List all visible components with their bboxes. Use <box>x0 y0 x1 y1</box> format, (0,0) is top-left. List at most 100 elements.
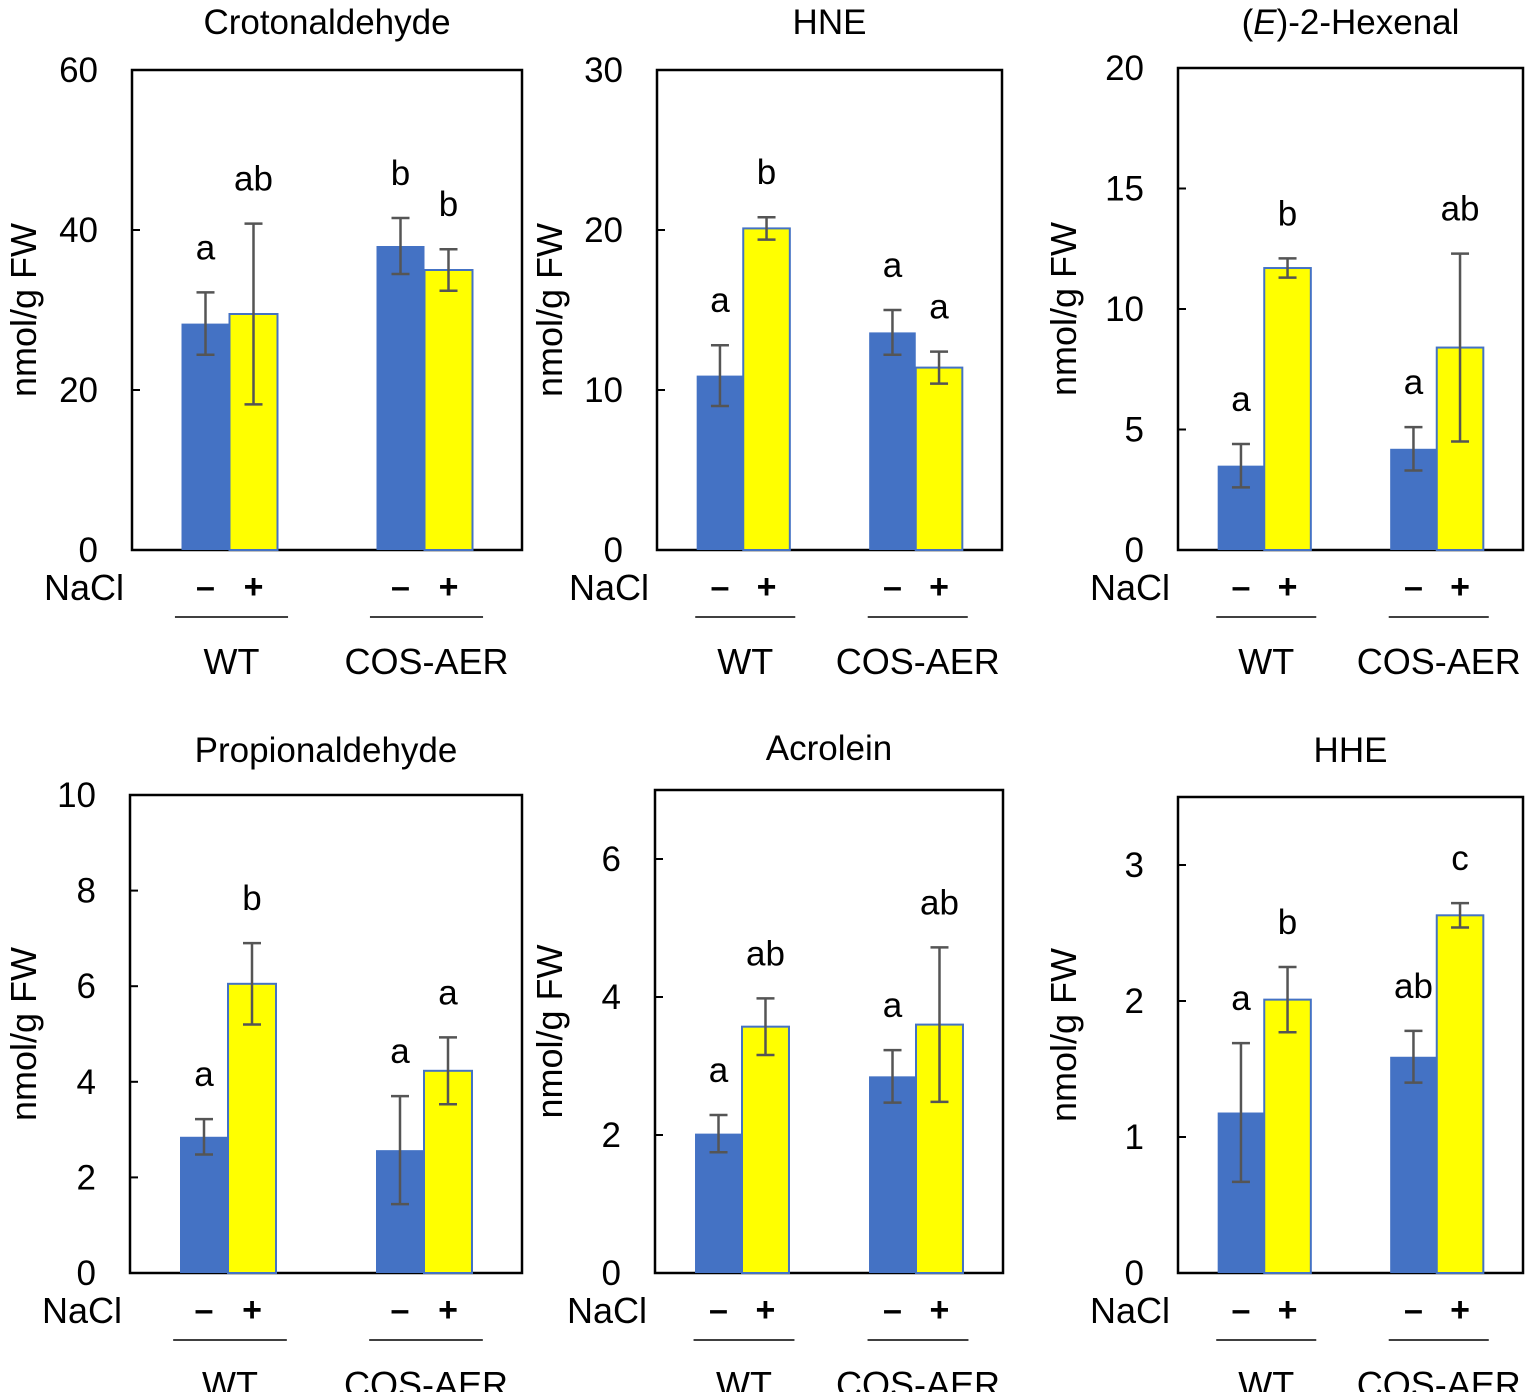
y-tick-label: 10 <box>584 371 623 410</box>
nacl-sign: + <box>438 1291 458 1329</box>
y-axis-label: nmol/g FW <box>529 223 570 397</box>
y-axis-label: nmol/g FW <box>1043 948 1084 1122</box>
significance-letter: a <box>1231 979 1251 1018</box>
nacl-sign: – <box>711 568 730 606</box>
significance-letter: ab <box>1441 190 1480 229</box>
nacl-sign: + <box>756 1291 776 1329</box>
y-tick-label: 40 <box>59 211 98 250</box>
group-label: COS-AER <box>1357 1364 1521 1392</box>
bar-cos-aer-minus <box>376 246 425 550</box>
chart-title: (E)-2-Hexenal <box>1242 3 1460 42</box>
significance-letter: c <box>1451 839 1469 878</box>
significance-letter: a <box>390 1032 410 1071</box>
bar-wt-minus <box>181 323 230 550</box>
significance-letter: b <box>439 185 458 224</box>
y-tick-label: 20 <box>584 211 623 250</box>
y-tick-label: 1 <box>1125 1118 1144 1157</box>
y-tick-label: 0 <box>604 531 623 570</box>
significance-letter: b <box>391 154 410 193</box>
nacl-sign: + <box>242 1291 262 1329</box>
nacl-sign: – <box>195 1291 214 1329</box>
bar-wt-minus <box>180 1136 228 1273</box>
significance-letter: ab <box>234 160 273 199</box>
chart-title: Acrolein <box>766 729 892 768</box>
group-label: WT <box>1238 1364 1294 1392</box>
bar-wt-plus <box>227 982 277 1274</box>
y-tick-label: 3 <box>1125 846 1144 885</box>
plot-frame <box>653 788 1005 1275</box>
group-label: WT <box>202 1364 258 1392</box>
significance-letter: ab <box>1394 967 1433 1006</box>
significance-letter: a <box>1231 380 1251 419</box>
significance-letter: ab <box>920 883 959 922</box>
y-tick-label: 6 <box>77 967 96 1006</box>
y-tick-label: 0 <box>79 531 98 570</box>
y-tick-label: 0 <box>602 1254 621 1293</box>
nacl-label: NaCl <box>1090 1290 1170 1331</box>
chart-title: HNE <box>793 3 867 42</box>
plot-frame <box>130 68 524 552</box>
y-axis-label: nmol/g FW <box>3 223 44 397</box>
significance-letter: b <box>242 879 261 918</box>
bar-wt-plus <box>1263 998 1312 1274</box>
nacl-sign: + <box>930 1291 950 1329</box>
y-axis-label: nmol/g FW <box>529 944 570 1118</box>
y-axis-label: nmol/g FW <box>3 947 44 1121</box>
nacl-sign: + <box>1278 568 1298 606</box>
plot-frame <box>128 793 524 1275</box>
chart-title: HHE <box>1314 731 1388 770</box>
nacl-label: NaCl <box>44 567 124 608</box>
significance-letter: a <box>883 246 903 285</box>
bar-cos-aer-plus <box>914 366 964 551</box>
plot-frame <box>1176 795 1525 1275</box>
significance-letter: a <box>196 228 216 267</box>
bar-cos-aer-plus <box>423 269 474 551</box>
nacl-label: NaCl <box>567 1290 647 1331</box>
chart-title: Propionaldehyde <box>195 731 458 770</box>
y-tick-label: 2 <box>602 1116 621 1155</box>
y-tick-label: 5 <box>1125 411 1144 450</box>
significance-letter: b <box>1278 194 1297 233</box>
bar-wt-plus <box>742 227 791 551</box>
group-label: COS-AER <box>344 1364 508 1392</box>
nacl-sign: + <box>1450 1291 1470 1329</box>
significance-letter: a <box>709 1051 729 1090</box>
nacl-sign: – <box>1232 568 1251 606</box>
bar-cos-aer-minus <box>1390 1056 1437 1273</box>
nacl-sign: – <box>391 1291 410 1329</box>
y-tick-label: 30 <box>584 51 623 90</box>
nacl-sign: + <box>1450 568 1470 606</box>
group-label: COS-AER <box>344 641 508 682</box>
y-tick-label: 6 <box>602 840 621 879</box>
significance-letter: a <box>883 986 903 1025</box>
y-tick-label: 4 <box>602 978 621 1017</box>
bar-cos-aer-minus <box>869 1076 916 1273</box>
bar-cos-aer-plus <box>1435 914 1485 1274</box>
chart-title: Crotonaldehyde <box>203 3 450 42</box>
significance-letter: a <box>710 281 730 320</box>
y-tick-label: 60 <box>59 51 98 90</box>
significance-letter: a <box>929 288 949 327</box>
y-tick-label: 20 <box>59 371 98 410</box>
nacl-sign: – <box>196 568 215 606</box>
significance-letter: a <box>438 973 458 1012</box>
y-tick-label: 0 <box>1125 531 1144 570</box>
nacl-sign: – <box>883 1291 902 1329</box>
significance-letter: a <box>1404 363 1424 402</box>
y-tick-label: 10 <box>1105 290 1144 329</box>
bar-wt-plus <box>1263 267 1312 551</box>
significance-letter: ab <box>746 934 785 973</box>
significance-letter: b <box>757 153 776 192</box>
group-label: WT <box>717 641 773 682</box>
y-axis-label: nmol/g FW <box>1043 222 1084 396</box>
bar-wt-plus <box>741 1025 790 1275</box>
plot-frame <box>1176 66 1525 552</box>
nacl-label: NaCl <box>569 567 649 608</box>
y-tick-label: 10 <box>57 776 96 815</box>
